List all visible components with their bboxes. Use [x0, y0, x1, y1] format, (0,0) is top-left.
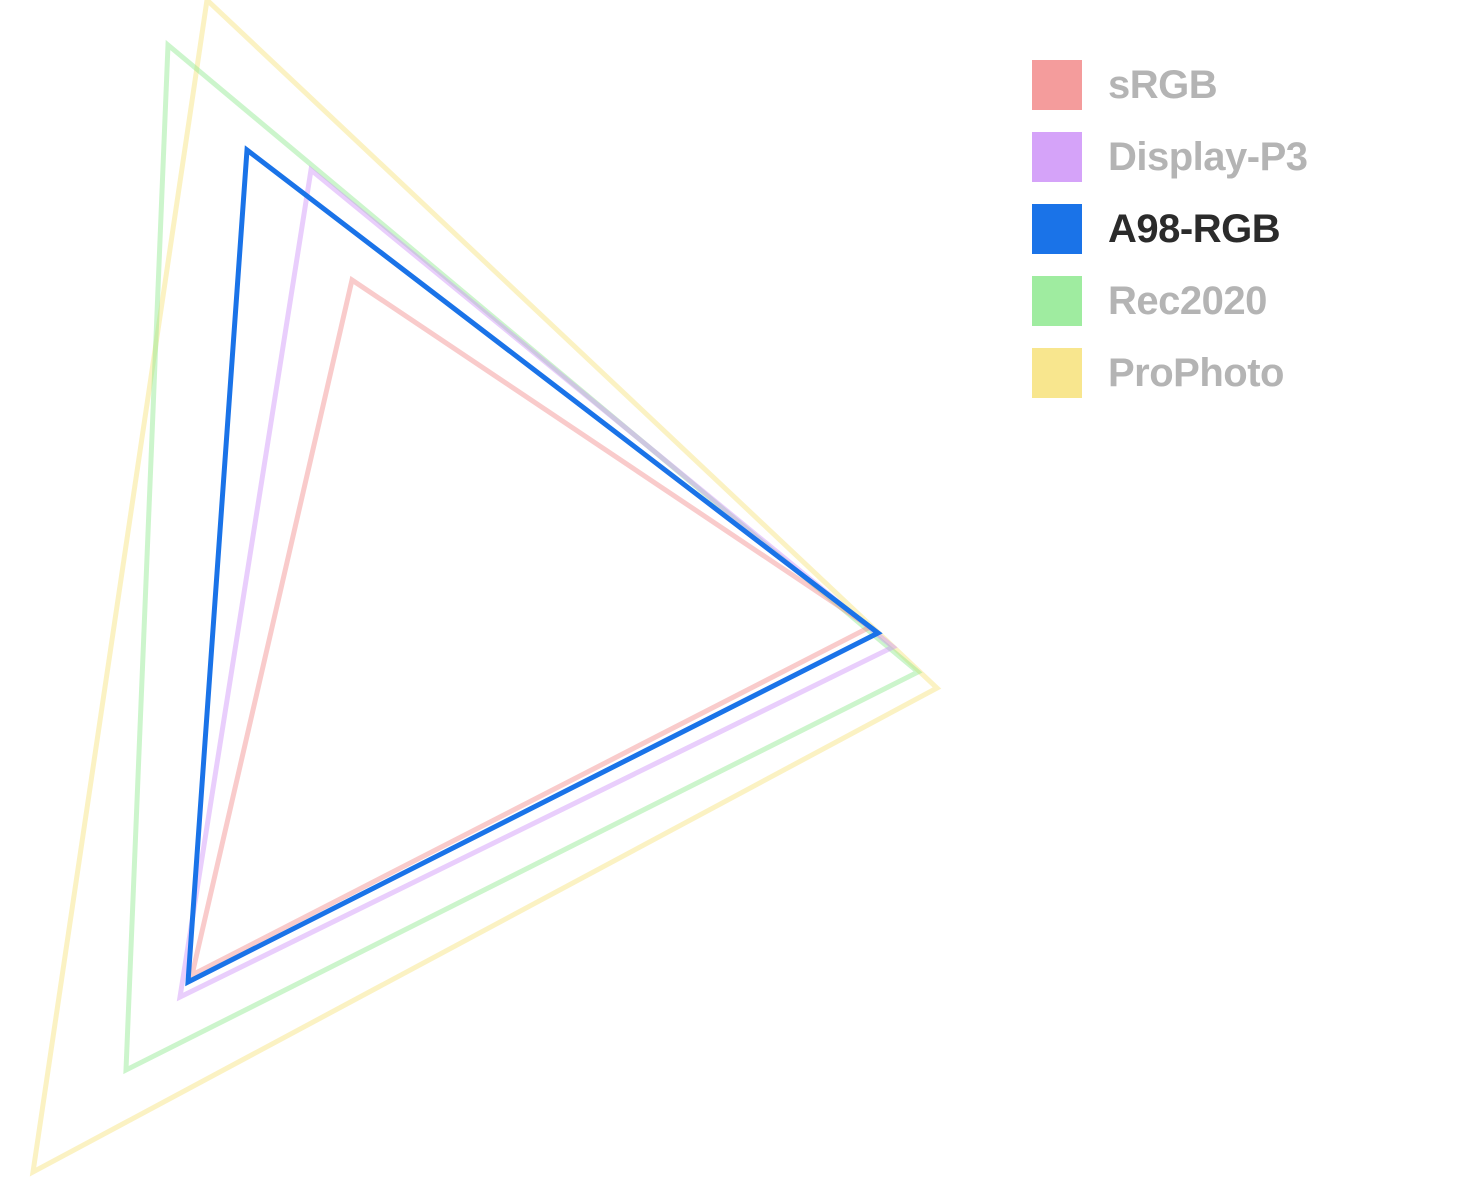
diagram-stage: sRGB Display-P3 A98-RGB Rec2020 ProPhoto [0, 0, 1473, 1194]
legend-item-rec2020[interactable]: Rec2020 [1032, 276, 1308, 326]
gamut-triangle-prophoto [33, 0, 937, 1172]
legend-label-displayp3: Display-P3 [1108, 135, 1308, 180]
gamut-triangle-displayp3 [180, 170, 893, 997]
legend: sRGB Display-P3 A98-RGB Rec2020 ProPhoto [1032, 60, 1308, 398]
legend-swatch-prophoto [1032, 348, 1082, 398]
legend-item-a98rgb[interactable]: A98-RGB [1032, 204, 1308, 254]
legend-label-srgb: sRGB [1108, 63, 1217, 108]
legend-item-prophoto[interactable]: ProPhoto [1032, 348, 1308, 398]
legend-label-a98rgb: A98-RGB [1108, 207, 1280, 252]
legend-label-rec2020: Rec2020 [1108, 279, 1267, 324]
legend-swatch-srgb [1032, 60, 1082, 110]
legend-item-displayp3[interactable]: Display-P3 [1032, 132, 1308, 182]
gamut-triangle-srgb [192, 280, 870, 975]
legend-swatch-rec2020 [1032, 276, 1082, 326]
legend-swatch-a98rgb [1032, 204, 1082, 254]
legend-swatch-displayp3 [1032, 132, 1082, 182]
legend-label-prophoto: ProPhoto [1108, 351, 1284, 396]
legend-item-srgb[interactable]: sRGB [1032, 60, 1308, 110]
